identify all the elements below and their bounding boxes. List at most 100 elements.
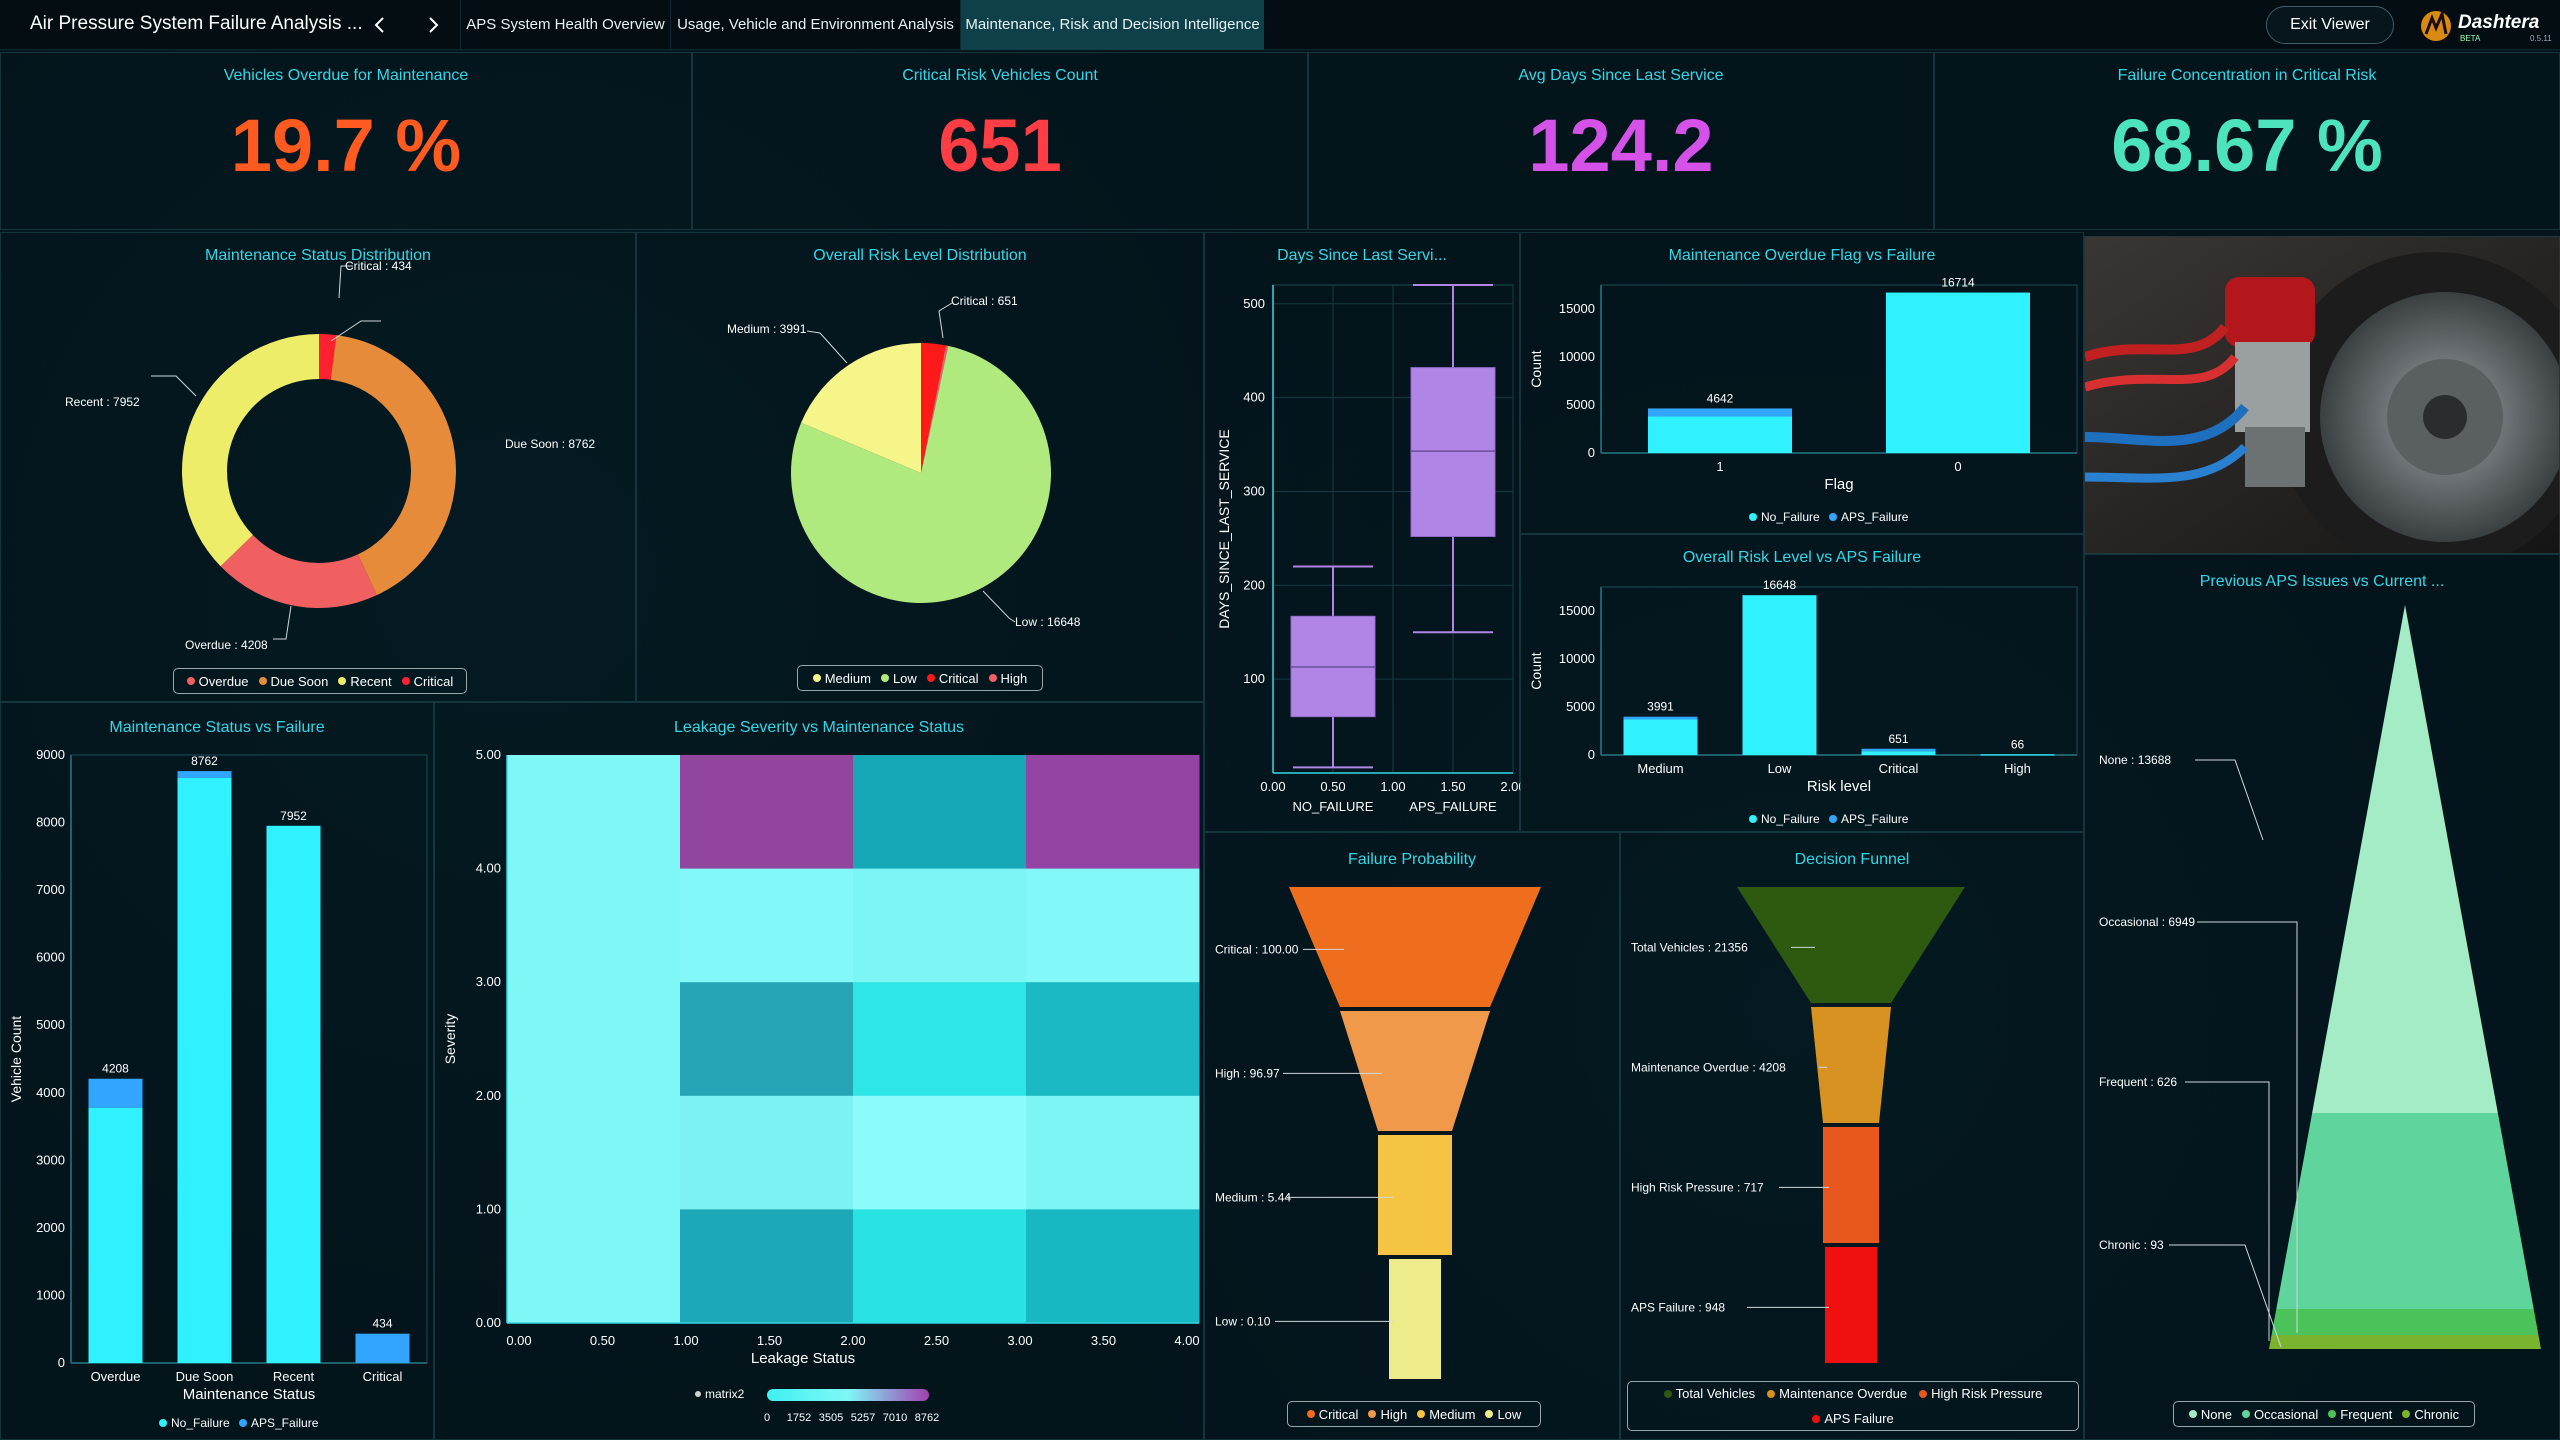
heatmap-cell: [507, 1095, 681, 1210]
y-axis-label: Vehicle Count: [8, 1016, 24, 1103]
x-tick-label: 1.00: [673, 1333, 698, 1348]
plot-frame: [1600, 284, 2078, 454]
heatmap-cell: [507, 982, 681, 1097]
tab-aps-system-health[interactable]: APS System Health Overview: [460, 0, 670, 50]
tab-maintenance-risk-decision[interactable]: Maintenance, Risk and Decision Intellige…: [960, 0, 1264, 50]
x-category-label: NO_FAILURE: [1293, 799, 1374, 814]
x-axis-label: Flag: [1824, 476, 1853, 493]
donut-slice-recent: [181, 334, 319, 567]
kpi-card-overdue: Vehicles Overdue for Maintenance 19.7 %: [0, 52, 692, 230]
data-label: 434: [372, 1317, 392, 1331]
legend-item-medium[interactable]: Medium: [812, 671, 871, 686]
bar-aps-failure-due-soon: [177, 771, 232, 778]
bar-aps-failure-critical: [355, 1333, 410, 1363]
callout-line: [2197, 921, 2298, 1333]
legend-item-recent[interactable]: Recent: [338, 674, 392, 689]
callout-line-low: [982, 590, 1016, 623]
y-tick-label: 5000: [1566, 397, 1595, 412]
legend-item-frequent[interactable]: Frequent: [2328, 1407, 2392, 1422]
pyramid-label: Chronic : 93: [2099, 1238, 2164, 1252]
bar-no-failure-1: [1648, 416, 1792, 453]
legend-item-aps-failure[interactable]: APS Failure: [1812, 1411, 1894, 1426]
back-button[interactable]: [363, 8, 397, 42]
brand-version: 0.5.11: [2530, 34, 2552, 43]
x-tick-label: Critical: [1879, 761, 1919, 776]
heatmap-cell: [507, 868, 681, 983]
x-tick-label: Critical: [363, 1369, 403, 1384]
legend-item-high[interactable]: High: [1368, 1407, 1407, 1422]
plot-frame: [70, 754, 428, 1364]
x-axis-label: Risk level: [1807, 778, 1871, 795]
x-tick-label: 2.50: [924, 1333, 949, 1348]
funnel-stage-maintenance-overdue: [1811, 1007, 1891, 1123]
label-critical: Critical : 434: [345, 259, 412, 273]
previous-aps-issues-panel: Previous APS Issues vs Current ... None …: [2084, 554, 2560, 1440]
pyramid-label: Occasional : 6949: [2099, 915, 2195, 929]
exit-viewer-button[interactable]: Exit Viewer: [2266, 6, 2394, 44]
legend-item-chronic[interactable]: Chronic: [2402, 1407, 2459, 1422]
label-low: Low : 16648: [1015, 615, 1081, 629]
window-title: Air Pressure System Failure Analysis ...: [30, 13, 363, 34]
legend-item-medium[interactable]: Medium: [1417, 1407, 1475, 1422]
bar-chart: 0 1000 2000 3000 4000 5000 6000 7000 8000 9000 420…: [8, 747, 428, 1430]
legend-item-high-risk-pressure[interactable]: High Risk Pressure: [1919, 1386, 2042, 1401]
chart-title: Maintenance Status Distribution: [205, 247, 431, 264]
funnel-stage-medium: [1378, 1135, 1452, 1255]
y-tick-label: 1.00: [476, 1201, 501, 1216]
y-tick-label: 9000: [36, 747, 65, 762]
funnel-label: Critical : 100.00: [1215, 942, 1299, 956]
bar-no-failure-recent: [266, 825, 321, 1363]
funnel-label: APS Failure : 948: [1631, 1300, 1725, 1314]
x-axis-label: Leakage Status: [751, 1350, 855, 1367]
chart-title: Maintenance Overdue Flag vs Failure: [1668, 247, 1936, 264]
overdue-flag-vs-failure-panel: Maintenance Overdue Flag vs Failure 0 500…: [1520, 232, 2084, 534]
pie-slice-medium: [801, 343, 921, 473]
legend-item-critical[interactable]: Critical: [401, 674, 453, 689]
legend-item-overdue[interactable]: Overdue: [186, 674, 249, 689]
x-category-label: APS_FAILURE: [1409, 799, 1497, 814]
bar-no-failure-low: [1742, 595, 1817, 755]
legend-item-maintenance-overdue[interactable]: Maintenance Overdue: [1767, 1386, 1907, 1401]
bar-no-failure-overdue: [88, 1107, 143, 1363]
data-label: 4208: [102, 1062, 129, 1076]
heatmap-cell: [853, 1095, 1027, 1210]
pyramid-label: None : 13688: [2099, 753, 2171, 767]
legend-item-total-vehicles[interactable]: Total Vehicles: [1663, 1386, 1755, 1401]
legend-item-critical[interactable]: Critical: [1306, 1407, 1358, 1422]
chevron-right-icon: [429, 17, 439, 33]
x-tick-label: 4.00: [1174, 1333, 1199, 1348]
legend-item-low[interactable]: Low: [880, 671, 917, 686]
legend-item-low[interactable]: Low: [1485, 1407, 1521, 1422]
heatmap-cell: [1026, 755, 1200, 870]
box-iqr: [1410, 367, 1496, 538]
data-label: 8762: [191, 754, 218, 768]
legend-dot-aps-failure: [1829, 513, 1837, 521]
pyramid-legend: None Occasional Frequent Chronic: [2173, 1401, 2475, 1427]
forward-button[interactable]: [416, 8, 450, 42]
x-tick-label: 2.00: [1500, 779, 1521, 794]
legend-item-no-failure: No_Failure: [171, 1416, 230, 1430]
x-tick-label: 1.50: [757, 1333, 782, 1348]
donut-slice-overdue: [220, 534, 377, 608]
decision-funnel-legend: Total Vehicles Maintenance Overdue High …: [1627, 1381, 2079, 1431]
legend-item-high[interactable]: High: [988, 671, 1027, 686]
y-tick-label: 2000: [36, 1220, 65, 1235]
legend-item-occasional[interactable]: Occasional: [2241, 1407, 2318, 1422]
legend-item-critical[interactable]: Critical: [926, 671, 979, 686]
heatmap-cell: [853, 982, 1027, 1097]
legend-item-none[interactable]: None: [2188, 1407, 2232, 1422]
legend-item-due-soon[interactable]: Due Soon: [258, 674, 328, 689]
chart-title: Leakage Severity vs Maintenance Status: [674, 719, 964, 736]
kpi-card-avg-days: Avg Days Since Last Service 124.2: [1308, 52, 1934, 230]
kpi-title: Vehicles Overdue for Maintenance: [223, 67, 469, 84]
tab-usage-vehicle-environment[interactable]: Usage, Vehicle and Environment Analysis: [670, 0, 960, 50]
funnel-stage-total-vehicles: [1737, 887, 1965, 1003]
brake-compressor-photo: [2084, 236, 2560, 554]
funnel-stage-high-risk-pressure: [1823, 1127, 1879, 1243]
pyramid-stage-none: [2312, 605, 2498, 1113]
legend-item-aps-failure: APS_Failure: [1841, 812, 1909, 826]
brand-logo: Dashtera BETA 0.5.11: [2418, 6, 2558, 46]
heatmap-cell: [507, 1209, 681, 1324]
label-overdue: Overdue : 4208: [185, 638, 268, 652]
legend-item-no-failure: No_Failure: [1761, 812, 1820, 826]
